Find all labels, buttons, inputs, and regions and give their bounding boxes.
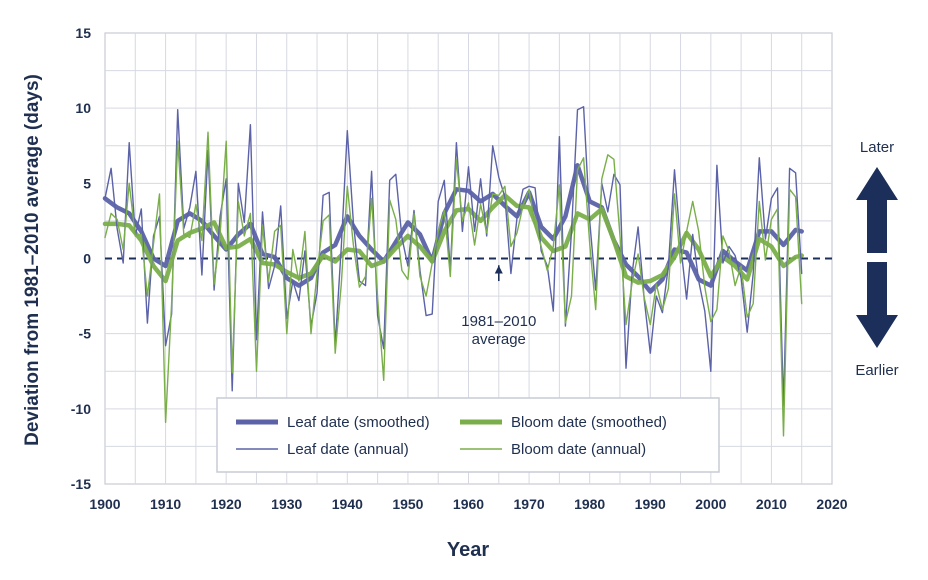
x-tick-label: 1900 [89,496,120,512]
x-tick-label: 1980 [574,496,605,512]
x-tick-label: 1960 [453,496,484,512]
up-arrow-icon [856,167,898,253]
legend-label-bloom-annual: Bloom date (annual) [511,441,646,458]
y-tick-label: 0 [83,251,91,267]
x-tick-label: 1920 [211,496,242,512]
legend-label-bloom-smoothed: Bloom date (smoothed) [511,414,667,431]
series-layer [102,105,804,437]
y-tick-label: -5 [79,326,92,342]
x-axis-label: Year [447,539,489,561]
legend-label-leaf-annual: Leaf date (annual) [287,441,409,458]
direction-indicator: Later Earlier [855,139,898,379]
later-label: Later [860,139,894,156]
legend-label-leaf-smoothed: Leaf date (smoothed) [287,414,430,431]
x-tick-label: 2010 [756,496,787,512]
y-tick-label: -10 [71,401,91,417]
reference-label-line1: 1981–2010 [461,313,536,330]
series-line-bloom-date-smoothed [102,193,804,285]
legend: Leaf date (smoothed) Bloom date (smoothe… [216,397,720,473]
x-tick-label: 1970 [514,496,545,512]
annotation-arrow-head-icon [494,265,503,274]
x-tick-label: 1910 [150,496,181,512]
earlier-label: Earlier [855,362,898,379]
x-tick-label: 1990 [635,496,666,512]
x-tick-label: 1930 [271,496,302,512]
x-tick-label: 2020 [816,496,847,512]
y-tick-label: -15 [71,476,91,492]
x-tick-label: 1950 [392,496,423,512]
y-tick-label: 5 [83,175,91,191]
down-arrow-icon [856,262,898,348]
legend-box [216,397,720,473]
y-tick-label: 10 [75,100,91,116]
tick-labels: 1900 1910 1920 1930 1940 1950 1960 1970 1980 1990… [71,25,848,512]
series-line-bloom-date-annual [104,131,803,437]
y-axis-label: Deviation from 1981–2010 average (days) [22,74,43,446]
x-tick-label: 1940 [332,496,363,512]
reference-label-line2: average [472,331,526,348]
y-tick-label: 15 [75,25,91,41]
x-tick-label: 2000 [695,496,726,512]
